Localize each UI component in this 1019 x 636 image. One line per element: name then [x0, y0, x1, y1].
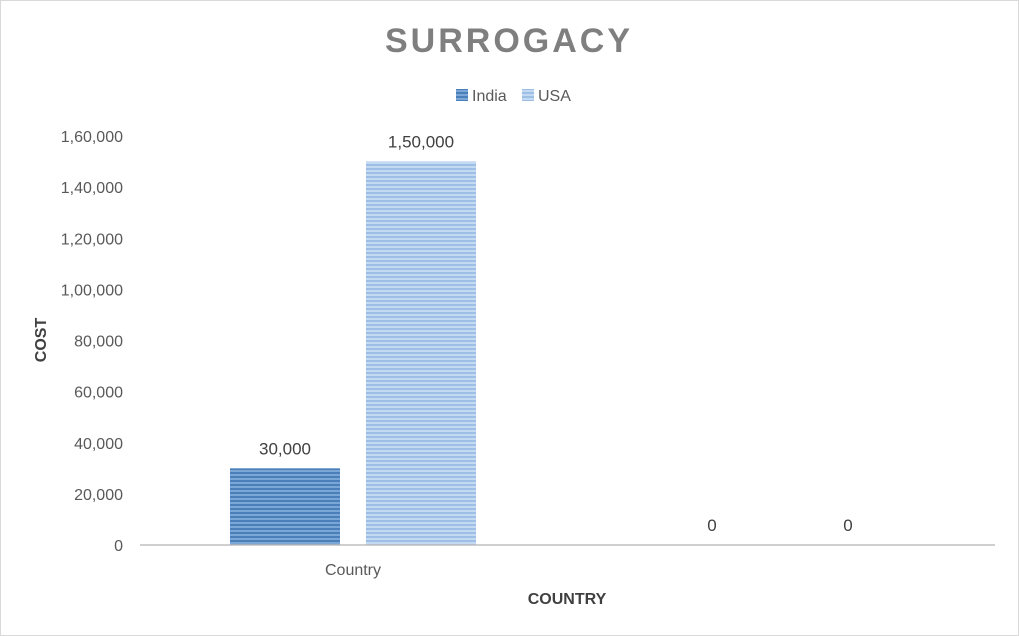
data-label-usa-1: 0	[843, 516, 852, 535]
data-labels: 30,000 0 1,50,000 0	[259, 133, 853, 535]
legend-swatch-india	[456, 89, 468, 101]
bars	[230, 161, 476, 545]
y-tick-label: 1,00,000	[61, 282, 123, 299]
bar-usa-0	[366, 161, 476, 545]
legend-label-usa: USA	[538, 88, 571, 105]
y-tick-label: 40,000	[74, 436, 123, 453]
x-axis-title: COUNTRY	[528, 591, 607, 608]
y-tick-label: 20,000	[74, 487, 123, 504]
y-tick-label: 80,000	[74, 334, 123, 351]
y-tick-label: 1,40,000	[61, 180, 123, 197]
legend-swatch-usa	[522, 89, 534, 101]
chart-title: SURROGACY	[385, 22, 633, 60]
data-label-india-1: 0	[707, 516, 716, 535]
data-label-usa-0: 1,50,000	[388, 133, 454, 152]
y-axis-ticks: 0 20,000 40,000 60,000 80,000 1,00,000 1,20,00…	[61, 129, 123, 555]
y-tick-label: 1,20,000	[61, 231, 123, 248]
data-label-india-0: 30,000	[259, 439, 311, 458]
y-tick-label: 60,000	[74, 385, 123, 402]
y-tick-label: 0	[114, 538, 123, 555]
legend-label-india: India	[472, 88, 507, 105]
legend: India USA	[456, 88, 571, 105]
y-tick-label: 1,60,000	[61, 129, 123, 146]
x-tick-country: Country	[325, 562, 381, 579]
bar-india-0	[230, 468, 340, 545]
y-axis-title: COST	[33, 318, 50, 363]
